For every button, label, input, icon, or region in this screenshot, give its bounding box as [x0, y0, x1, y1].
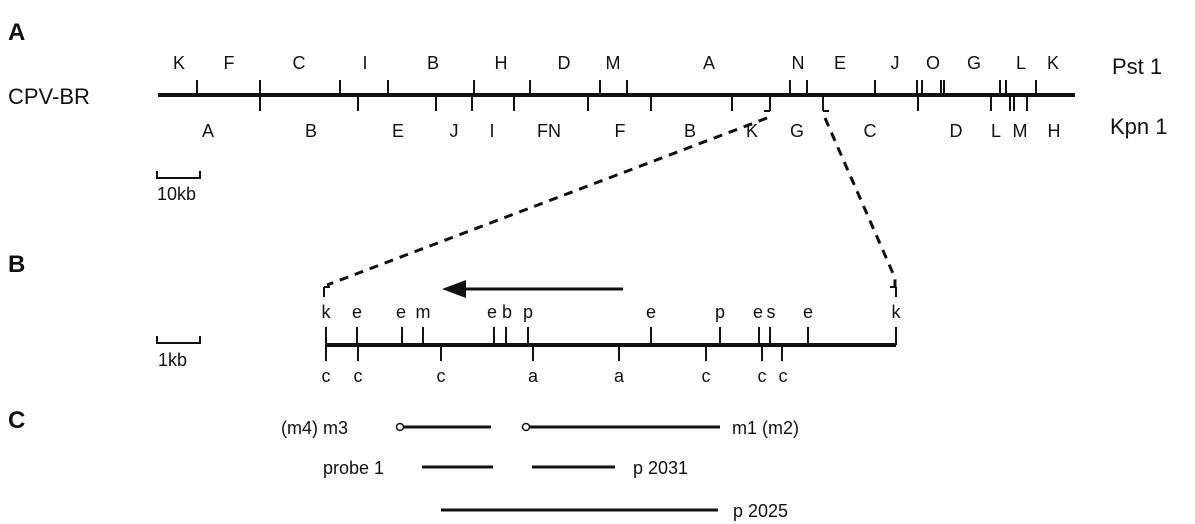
- clone-m3-label: (m4) m3: [281, 418, 348, 438]
- detail-bottom-site-labels: c c c a a c c c: [322, 366, 788, 386]
- scale-label-10kb: 10kb: [157, 184, 196, 204]
- pst-site-ticks: [196, 80, 1037, 95]
- pst-fragment-label: C: [293, 53, 306, 73]
- site-label: m: [416, 302, 431, 322]
- pst-fragment-label: D: [558, 53, 571, 73]
- pst-fragment-label: E: [834, 53, 846, 73]
- kpn-fragment-label: F: [615, 121, 626, 141]
- scale-bar-1kb: 1kb: [156, 336, 201, 370]
- site-label: b: [502, 302, 512, 322]
- arrow-head: [442, 280, 466, 298]
- kpn-fragment-label: L: [991, 121, 1001, 141]
- pst-fragment-label: F: [224, 53, 235, 73]
- clone-m1-start-marker: [521, 422, 531, 432]
- site-label: e: [753, 302, 763, 322]
- kpn-fragment-label: M: [1013, 121, 1028, 141]
- site-label: a: [614, 366, 625, 386]
- kpn-site-ticks: [259, 95, 1028, 111]
- clone-m1-label: m1 (m2): [732, 418, 799, 438]
- kpn-fragment-label: B: [684, 121, 696, 141]
- pst-fragment-label: G: [967, 53, 981, 73]
- site-label: e: [352, 302, 362, 322]
- expansion-dashed-line-right: [823, 117, 897, 288]
- site-label: a: [528, 366, 539, 386]
- pst-fragment-label: B: [427, 53, 439, 73]
- pst-enzyme-label: Pst 1: [1112, 54, 1162, 79]
- kpn-fragment-label: J: [450, 121, 459, 141]
- site-label: p: [715, 302, 725, 322]
- scale-label-1kb: 1kb: [158, 350, 187, 370]
- site-label: s: [767, 302, 776, 322]
- expansion-dashed-line-left: [326, 116, 768, 287]
- kpn-fragment-label: I: [489, 121, 494, 141]
- site-label: p: [523, 302, 533, 322]
- pst-fragment-label: I: [362, 53, 367, 73]
- kpn-fragment-labels: A B E J I FN F B K G C D L M H: [202, 121, 1061, 141]
- site-label: c: [702, 366, 711, 386]
- kpn-fragment-label: E: [392, 121, 404, 141]
- site-label: c: [322, 366, 331, 386]
- pst-fragment-label: L: [1016, 53, 1026, 73]
- clone-m3-start-marker: [395, 422, 405, 432]
- site-label: c: [779, 366, 788, 386]
- kpn-fragment-label: C: [864, 121, 877, 141]
- site-label: k: [892, 302, 902, 322]
- panel-label-c: C: [8, 407, 25, 434]
- detail-top-site-labels: k e e m e b p e p e s e k: [322, 302, 902, 322]
- transcription-direction-arrow: [442, 280, 623, 298]
- detail-bottom-site-ticks: [325, 345, 783, 361]
- kpn-fragment-label: B: [305, 121, 317, 141]
- pst-fragment-label: J: [891, 53, 900, 73]
- pst-fragment-labels: K F C I B H D M A N E J O G L K: [173, 53, 1059, 73]
- site-label: c: [437, 366, 446, 386]
- pst-fragment-label: M: [606, 53, 621, 73]
- clone-m1-row: m1 (m2): [521, 418, 799, 438]
- pst-fragment-label: N: [792, 53, 805, 73]
- detail-top-site-ticks: [325, 327, 897, 345]
- site-label: e: [803, 302, 813, 322]
- kpn-fragment-label: D: [950, 121, 963, 141]
- pst-fragment-label: K: [1047, 53, 1059, 73]
- kpn-fragment-label: G: [790, 121, 804, 141]
- pst-fragment-label: H: [495, 53, 508, 73]
- probe-1-label: probe 1: [323, 458, 384, 478]
- p2025-label: p 2025: [733, 501, 788, 521]
- site-label: e: [396, 302, 406, 322]
- site-label: e: [646, 302, 656, 322]
- clone-m3-row: (m4) m3: [281, 418, 491, 438]
- panel-label-b: B: [8, 251, 25, 278]
- kpn-enzyme-label: Kpn 1: [1110, 114, 1168, 139]
- kpn-fragment-label: FN: [537, 121, 561, 141]
- site-label: e: [487, 302, 497, 322]
- p2031-label: p 2031: [633, 458, 688, 478]
- site-label: k: [322, 302, 332, 322]
- kpn-fragment-label: H: [1048, 121, 1061, 141]
- scale-bar-10kb: 10kb: [156, 171, 201, 204]
- kpn-fragment-label: A: [202, 121, 214, 141]
- probe-row: probe 1 p 2031: [323, 458, 688, 478]
- site-label: c: [354, 366, 363, 386]
- panel-label-a: A: [8, 19, 25, 46]
- pst-fragment-label: A: [703, 53, 715, 73]
- p2025-row: p 2025: [441, 501, 788, 521]
- pst-fragment-label: K: [173, 53, 185, 73]
- genome-name: CPV-BR: [8, 84, 90, 109]
- pst-fragment-label: O: [926, 53, 940, 73]
- site-label: c: [758, 366, 767, 386]
